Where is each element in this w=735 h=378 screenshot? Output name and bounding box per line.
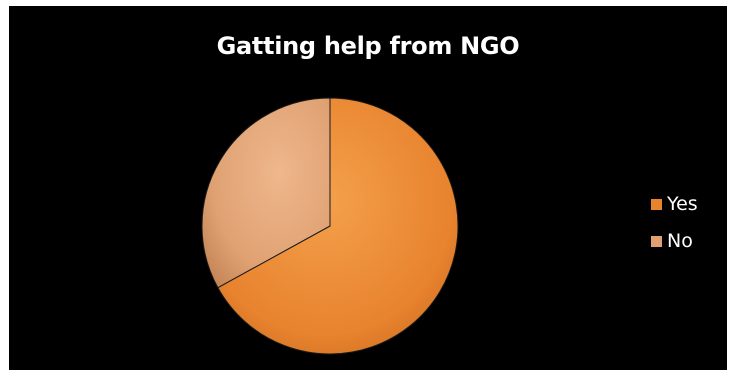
chart-area: Gatting help from NGO Yes No (9, 6, 727, 370)
legend: Yes No (651, 192, 698, 266)
legend-label-no: No (667, 230, 693, 252)
legend-item-yes: Yes (651, 192, 698, 216)
pie-slice-yes (217, 97, 459, 355)
legend-swatch-no (651, 235, 662, 247)
legend-swatch-yes (651, 198, 662, 210)
legend-item-no: No (651, 229, 698, 253)
pie-slice-no (201, 97, 331, 289)
chart-title: Gatting help from NGO (216, 32, 520, 60)
legend-label-yes: Yes (667, 193, 698, 215)
pie-chart (201, 97, 459, 355)
